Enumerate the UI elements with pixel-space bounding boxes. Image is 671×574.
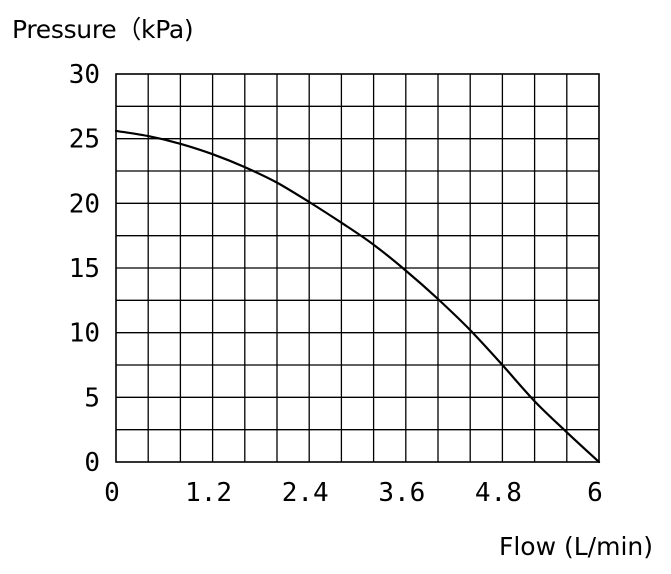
y-tick-label: 0 [84,448,100,478]
y-tick-label: 20 [69,189,100,219]
y-tick-label: 10 [69,319,100,349]
x-axis-title: Flow (L/min) [498,532,653,561]
y-axis-title: Pressure（kPa) [12,15,194,44]
x-tick-label: 2.4 [282,478,329,508]
y-tick-label: 30 [69,60,100,90]
y-tick-label: 5 [84,383,100,413]
pressure-flow-curve [114,129,601,464]
x-tick-label: 4.8 [475,478,522,508]
plot-frame [115,73,600,463]
y-tick-label: 15 [69,254,100,284]
x-tick-label: 6 [587,478,603,508]
y-tick-label: 25 [69,125,100,155]
x-tick-label: 1.2 [185,478,232,508]
x-tick-label: 0 [104,478,120,508]
x-tick-label: 3.6 [378,478,425,508]
